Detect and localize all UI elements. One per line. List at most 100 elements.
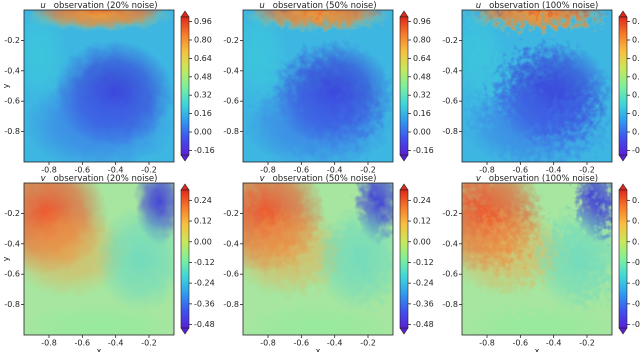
colorbar <box>618 189 628 329</box>
colorbar-tick-label: 0.80 <box>413 36 431 45</box>
colorbar-extend <box>618 154 628 162</box>
y-tick-label: -0.8 <box>442 300 458 309</box>
variable: v <box>41 174 47 184</box>
x-tick-label: -0.8 <box>41 166 57 175</box>
colorbar-tick-label: 0.64 <box>194 54 212 63</box>
subplot-title: v observation (100% noise) <box>476 174 598 184</box>
colorbar-tick-label: 0.24 <box>194 196 212 205</box>
colorbar <box>180 16 190 156</box>
y-tick-label: -0.2 <box>442 36 458 45</box>
subplot-title: u observation (100% noise) <box>476 1 599 11</box>
x-axis-label: x <box>316 347 321 352</box>
field-blob <box>96 205 174 313</box>
colorbar-tick-label: 0.64 <box>413 54 431 63</box>
colorbar-tick-label: -0.36 <box>413 299 434 308</box>
colorbar-tick-label: 0.00 <box>632 237 640 246</box>
y-tick-label: -0.6 <box>223 270 239 279</box>
x-tick-label: -0.4 <box>108 339 124 348</box>
subplot: u observation (50% noise) -0.8 -0.6 -0.4 -0.2… <box>223 1 434 175</box>
field-blob <box>243 78 393 162</box>
plot-frame <box>461 182 613 336</box>
colorbar-tick-label: -0.12 <box>632 258 640 267</box>
y-tick-label: -0.4 <box>442 66 458 75</box>
colorbar-tick-label: -0.24 <box>194 279 215 288</box>
colorbar-tick-label: 0.00 <box>413 128 431 137</box>
colorbar-tick-label: -0.12 <box>194 258 215 267</box>
x-tick-label: -0.8 <box>260 339 276 348</box>
colorbar-extend <box>399 327 409 335</box>
plot-frame <box>23 182 175 336</box>
x-tick-label: -0.4 <box>546 166 562 175</box>
x-tick-label: -0.6 <box>75 166 91 175</box>
x-axis-label: x <box>97 347 102 352</box>
y-tick-label: -0.8 <box>223 300 239 309</box>
title: observation (20% noise) <box>54 1 158 11</box>
colorbar-extend <box>399 183 409 191</box>
plot-frame <box>461 9 613 163</box>
y-tick-label: -0.8 <box>4 300 20 309</box>
y-tick-label: -0.6 <box>223 97 239 106</box>
subplot-title: v observation (20% noise) <box>41 174 158 184</box>
colorbar-tick-label: 0.48 <box>632 72 640 81</box>
variable: v <box>260 174 266 184</box>
subplot: v observation (50% noise) -0.8 -0.6 -0.4 -0.2… <box>223 174 434 352</box>
x-tick-label: -0.2 <box>360 166 376 175</box>
colorbar-tick-label: -0.16 <box>413 146 434 155</box>
colorbar-tick-label: -0.48 <box>194 320 215 329</box>
colorbar-extend <box>399 154 409 162</box>
field-blob <box>462 10 507 102</box>
x-tick-label: -0.8 <box>41 339 57 348</box>
x-tick-label: -0.2 <box>141 166 157 175</box>
colorbar-tick-label: 0.32 <box>413 91 431 100</box>
colorbar-tick-label: -0.16 <box>632 146 640 155</box>
colorbar-tick-label: 0.00 <box>194 237 212 246</box>
field-blob <box>315 205 393 313</box>
y-tick-label: -0.6 <box>4 97 20 106</box>
colorbar-extend <box>180 154 190 162</box>
y-axis-label: y <box>2 256 11 261</box>
y-tick-label: -0.4 <box>223 66 239 75</box>
field <box>24 10 174 162</box>
x-tick-label: -0.6 <box>294 166 310 175</box>
field-blob <box>24 78 174 162</box>
x-tick-label: -0.2 <box>579 339 595 348</box>
colorbar-tick-label: 0.80 <box>194 36 212 45</box>
y-tick-label: -0.4 <box>4 239 20 248</box>
title: observation (20% noise) <box>54 174 158 184</box>
colorbar-tick-label: 0.24 <box>413 196 431 205</box>
colorbar-tick-label: 0.96 <box>413 17 431 26</box>
x-tick-label: -0.4 <box>546 339 562 348</box>
field <box>24 183 174 335</box>
colorbar-tick-label: 0.00 <box>632 128 640 137</box>
plot-frame <box>23 9 175 163</box>
y-tick-label: -0.4 <box>4 66 20 75</box>
variable: u <box>259 1 264 11</box>
colorbar-tick-label: 0.16 <box>632 109 640 118</box>
field-blob <box>243 304 393 335</box>
field-blob <box>24 10 69 102</box>
colorbar-tick-label: -0.24 <box>632 279 640 288</box>
subplot: u observation (100% noise) -0.8 -0.6 -0.4 -0.… <box>442 1 640 175</box>
colorbar-extend <box>180 10 190 18</box>
x-tick-label: -0.8 <box>260 166 276 175</box>
colorbar <box>399 16 409 156</box>
x-tick-label: -0.4 <box>108 166 124 175</box>
subplot-title: v observation (50% noise) <box>260 174 377 184</box>
colorbar-extend <box>180 183 190 191</box>
x-axis-label: x <box>535 347 540 352</box>
plot-frame <box>242 9 394 163</box>
x-tick-label: -0.2 <box>579 166 595 175</box>
y-tick-label: -0.2 <box>4 209 20 218</box>
colorbar-tick-label: 0.32 <box>632 91 640 100</box>
colorbar-tick-label: 0.12 <box>194 217 212 226</box>
y-tick-label: -0.6 <box>4 270 20 279</box>
field <box>462 183 612 335</box>
variable: v <box>476 174 482 184</box>
x-tick-label: -0.2 <box>141 339 157 348</box>
colorbar-tick-label: -0.36 <box>194 299 215 308</box>
field-blob <box>534 205 612 313</box>
colorbar-tick-label: 0.00 <box>413 237 431 246</box>
colorbar-tick-label: 0.96 <box>194 17 212 26</box>
y-tick-label: -0.8 <box>223 127 239 136</box>
